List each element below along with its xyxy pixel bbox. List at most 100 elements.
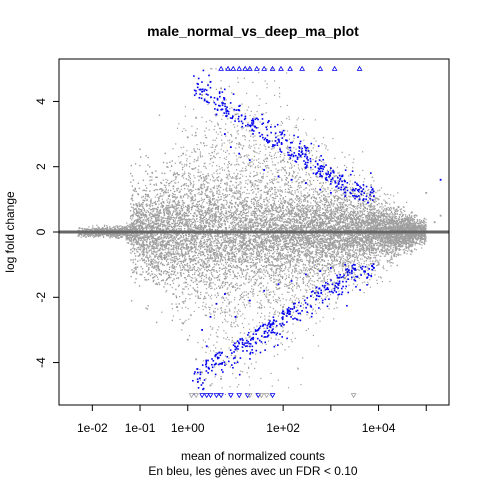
gray-point xyxy=(256,201,258,203)
gray-point xyxy=(315,291,318,294)
gray-point xyxy=(138,244,141,246)
gray-point xyxy=(210,294,213,296)
gray-point xyxy=(294,270,296,272)
gray-point xyxy=(247,224,249,226)
gray-point xyxy=(221,223,223,225)
gray-point xyxy=(308,264,310,266)
gray-point xyxy=(207,188,209,190)
gray-point xyxy=(253,198,255,200)
gray-point xyxy=(183,267,185,269)
gray-point xyxy=(255,143,257,146)
gray-point xyxy=(246,192,248,195)
gray-point xyxy=(414,214,416,216)
gray-point xyxy=(165,254,168,256)
gray-point xyxy=(308,174,311,176)
gray-point xyxy=(202,305,204,307)
gray-point xyxy=(170,273,172,275)
gray-point xyxy=(174,256,176,258)
gray-point xyxy=(235,318,237,320)
gray-point xyxy=(220,178,222,180)
gray-point xyxy=(177,246,179,249)
gray-point xyxy=(215,264,217,266)
gray-point xyxy=(289,299,291,301)
gray-point xyxy=(119,234,121,236)
gray-point xyxy=(216,335,218,337)
gray-point xyxy=(221,268,223,270)
gray-point xyxy=(171,222,174,225)
gray-point xyxy=(299,254,302,256)
gray-point xyxy=(196,148,199,150)
gray-point xyxy=(392,207,394,209)
gray-point xyxy=(157,261,159,264)
gray-point xyxy=(214,139,216,141)
gray-point xyxy=(347,239,349,241)
gray-point xyxy=(361,189,363,191)
gray-point xyxy=(92,233,94,235)
gray-point xyxy=(288,118,290,120)
gray-point xyxy=(278,181,280,183)
gray-point xyxy=(183,247,185,249)
gray-point xyxy=(287,249,289,251)
gray-point xyxy=(93,227,95,229)
gray-point xyxy=(256,341,258,343)
gray-point xyxy=(236,158,238,160)
gray-point xyxy=(363,219,365,221)
gray-point xyxy=(245,260,247,262)
gray-point xyxy=(263,242,265,244)
gray-point xyxy=(273,272,275,274)
gray-point xyxy=(166,201,169,203)
gray-point xyxy=(143,260,145,262)
gray-point xyxy=(272,326,274,328)
gray-point xyxy=(88,234,90,237)
gray-point xyxy=(377,254,380,256)
gray-point xyxy=(207,266,209,269)
gray-point xyxy=(382,214,384,216)
gray-point xyxy=(321,176,324,178)
gray-point xyxy=(201,259,203,261)
gray-point xyxy=(196,205,198,208)
gray-point xyxy=(312,258,314,260)
gray-point xyxy=(292,311,295,313)
gray-point xyxy=(385,202,387,204)
gray-point xyxy=(301,228,303,230)
gray-point xyxy=(308,194,310,196)
gray-point xyxy=(225,135,227,137)
gray-point xyxy=(117,227,119,229)
gray-point xyxy=(116,225,118,228)
gray-point xyxy=(243,217,245,219)
gray-point xyxy=(292,332,294,334)
gray-point xyxy=(348,264,350,266)
gray-point xyxy=(264,234,266,236)
gray-point xyxy=(337,197,339,199)
gray-point xyxy=(332,241,334,243)
gray-point xyxy=(158,213,161,215)
gray-point xyxy=(295,276,298,279)
gray-point xyxy=(287,146,289,148)
gray-point xyxy=(286,104,288,107)
gray-point xyxy=(278,265,280,267)
gray-point xyxy=(80,236,82,238)
gray-point xyxy=(308,194,311,197)
gray-point xyxy=(379,245,382,247)
gray-point xyxy=(379,236,381,238)
gray-point xyxy=(394,215,396,218)
gray-point xyxy=(131,219,133,221)
gray-point xyxy=(207,103,209,106)
gray-point xyxy=(238,242,241,244)
gray-point xyxy=(320,280,322,283)
gray-point xyxy=(171,308,173,310)
gray-point xyxy=(281,217,283,219)
gray-point xyxy=(229,217,231,219)
gray-point xyxy=(224,224,226,226)
gray-point xyxy=(396,237,398,239)
gray-point xyxy=(288,174,290,177)
gray-point xyxy=(204,178,206,180)
gray-point xyxy=(154,243,156,246)
gray-point xyxy=(312,257,315,259)
gray-point xyxy=(383,246,385,248)
gray-point xyxy=(257,179,260,181)
gray-point xyxy=(128,239,131,241)
gray-point xyxy=(304,187,307,189)
gray-point xyxy=(391,257,393,259)
gray-point xyxy=(99,235,101,237)
